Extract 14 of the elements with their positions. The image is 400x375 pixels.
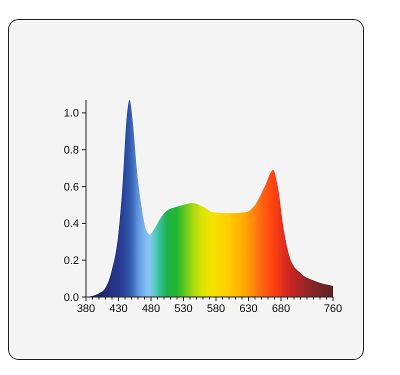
x-tick-label: 430 <box>109 303 128 315</box>
y-tick-label: 0.4 <box>64 218 79 230</box>
x-tick-label: 530 <box>174 303 193 315</box>
x-tick-label: 380 <box>76 303 96 315</box>
y-tick-label: 0.0 <box>64 292 79 304</box>
x-tick-label: 760 <box>324 303 342 315</box>
x-tick-label: 480 <box>142 303 160 315</box>
y-tick-label: 0.8 <box>64 144 79 157</box>
y-tick-label: 0.6 <box>64 181 79 194</box>
x-tick-label: 580 <box>206 303 226 315</box>
y-tick-label: 1.0 <box>64 108 79 120</box>
x-tick-label: 680 <box>272 303 290 315</box>
y-tick-label: 0.2 <box>64 255 79 268</box>
x-tick-label: 630 <box>239 303 258 315</box>
